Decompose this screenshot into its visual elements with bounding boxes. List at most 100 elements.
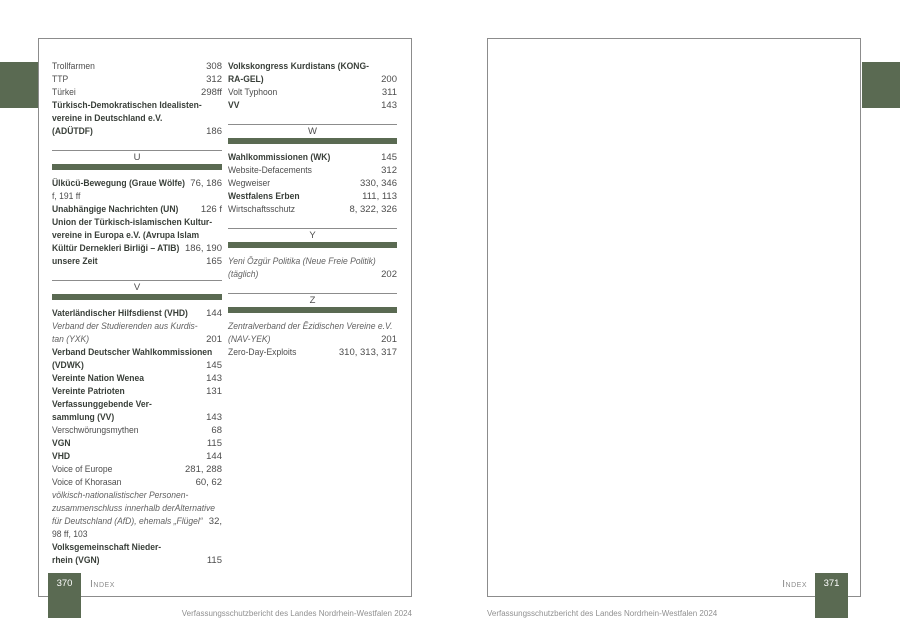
index-entry-line: völkisch-nationalistischer Personen- — [52, 489, 222, 502]
index-entry: Voice of Europe 281, 288 — [52, 463, 222, 476]
entry-page-numbers: 68 — [211, 425, 222, 436]
entry-text: Wegweiser — [228, 178, 271, 189]
index-entry-line: Türkei 298ff — [52, 86, 222, 99]
entry-page-numbers: 144 — [206, 308, 222, 319]
index-entry-line: Volt Typhoon 311 — [228, 86, 397, 99]
left-edge-chapter-tab — [0, 62, 38, 108]
left-page-number: 370 — [56, 578, 73, 589]
index-entry-line: (ADÜTDF) 186 — [52, 125, 222, 138]
index-entry: Yeni Özgür Politika (Neue Freie Politik)… — [228, 255, 397, 281]
index-entry-line: Westfalens Erben 111, 113 — [228, 190, 397, 203]
entry-text: Zentralverband der Êzidischen Vereine e.… — [228, 321, 393, 332]
index-entry-line: (NAV-YEK) 201 — [228, 333, 397, 346]
index-entry-line: Voice of Europe 281, 288 — [52, 463, 222, 476]
index-entry-line: Yeni Özgür Politika (Neue Freie Politik) — [228, 255, 397, 268]
index-entry-line: Verband der Studierenden aus Kurdis- — [52, 320, 222, 333]
entry-text: Türkei — [52, 87, 76, 98]
section-accent-bar — [228, 242, 397, 248]
index-entry-line: rhein (VGN) 115 — [52, 554, 222, 567]
entry-text: Verfassunggebende Ver- — [52, 399, 152, 410]
entry-page-numbers: 186, 190 — [185, 243, 222, 254]
left-index-running-head: Index — [90, 578, 115, 590]
index-entry: Verschwörungsmythen 68 — [52, 424, 222, 437]
index-entry: Zentralverband der Êzidischen Vereine e.… — [228, 320, 397, 346]
entry-text: Kültür Dernekleri Birliği – ATIB) — [52, 243, 180, 254]
index-entry-line: sammlung (VV) 143 — [52, 411, 222, 424]
entry-text: vereine in Europa e.V. (Avrupa Islam — [52, 230, 200, 241]
entry-page-numbers: 145 — [206, 360, 222, 371]
entry-text: Yeni Özgür Politika (Neue Freie Politik) — [228, 256, 376, 267]
right-index-running-head: Index — [782, 578, 807, 590]
entry-text: Ülkücü-Bewegung (Graue Wölfe) — [52, 178, 186, 189]
right-page-number: 371 — [823, 578, 840, 589]
section-accent-bar — [228, 307, 397, 313]
index-column-right: Volkskongress Kurdistans (KONG- RA-GEL) 20… — [228, 60, 397, 359]
index-entry: VHD 144 — [52, 450, 222, 463]
entry-page-numbers: 126 f — [200, 204, 222, 215]
index-entry-line: Volksgemeinschaft Nieder- — [52, 541, 222, 554]
index-entry: Zero-Day-Exploits 310, 313, 317 — [228, 346, 397, 359]
entry-text: VHD — [52, 451, 71, 462]
entry-page-numbers: 202 — [381, 269, 397, 280]
index-entry-line: Verband Deutscher Wahlkommissionen — [52, 346, 222, 359]
index-section-Y: Y — [228, 228, 397, 248]
left-page-footer-imprint: Verfassungsschutzbericht des Landes Nord… — [181, 609, 412, 618]
entry-text: Vereinte Patrioten — [52, 386, 125, 397]
index-entry-line: Vaterländischer Hilfsdienst (VHD) 144 — [52, 307, 222, 320]
entry-text: tan (YXK) — [52, 334, 90, 345]
index-entry-line: Verschwörungsmythen 68 — [52, 424, 222, 437]
entry-text: (täglich) — [228, 269, 259, 280]
index-entry-line: Union der Türkisch-islamischen Kultur- — [52, 216, 222, 229]
index-entry: Westfalens Erben 111, 113 — [228, 190, 397, 203]
entry-page-numbers: 115 — [206, 555, 222, 566]
index-entry-line: f, 191 ff — [52, 190, 222, 203]
index-entry-line: VGN 115 — [52, 437, 222, 450]
entry-page-numbers: 312 — [206, 74, 222, 85]
index-entry: Verband Deutscher Wahlkommissionen (VDWK)… — [52, 346, 222, 372]
index-entry: Wegweiser 330, 346 — [228, 177, 397, 190]
index-entry: Ülkücü-Bewegung (Graue Wölfe) 76, 186 f, 1… — [52, 177, 222, 203]
index-entry: VGN 115 — [52, 437, 222, 450]
entry-text: Vaterländischer Hilfsdienst (VHD) — [52, 308, 188, 319]
index-entry-line: Website-Defacements 312 — [228, 164, 397, 177]
entry-page-numbers: 32, — [208, 516, 222, 527]
index-entry: Verband der Studierenden aus Kurdis-tan … — [52, 320, 222, 346]
entry-text: (ADÜTDF) — [52, 126, 93, 137]
index-entry-line: (täglich) 202 — [228, 268, 397, 281]
index-entry-line: Zero-Day-Exploits 310, 313, 317 — [228, 346, 397, 359]
entry-page-numbers: 308 — [206, 61, 222, 72]
index-entry: TTP 312 — [52, 73, 222, 86]
entry-text: rhein (VGN) — [52, 555, 100, 566]
index-entry-line: unsere Zeit 165 — [52, 255, 222, 268]
index-entry: Vereinte Patrioten 131 — [52, 385, 222, 398]
entry-text: für Deutschland (AfD), ehemals „Flügel“ — [52, 516, 203, 527]
entry-page-numbers: 298ff — [201, 87, 222, 98]
left-page-number-box: 370 — [48, 573, 81, 618]
section-letter: W — [308, 126, 317, 137]
entry-page-numbers: 312 — [381, 165, 397, 176]
index-entry: Volkskongress Kurdistans (KONG- RA-GEL) 20… — [228, 60, 397, 86]
section-divider-line — [228, 293, 397, 294]
entry-page-numbers: 311 — [381, 87, 397, 98]
index-entry: Wahlkommissionen (WK) 145 — [228, 151, 397, 164]
index-entry: Union der Türkisch-islamischen Kultur-ve… — [52, 216, 222, 255]
index-entry: Unabhängige Nachrichten (UN) 126 f — [52, 203, 222, 216]
index-entry: Vaterländischer Hilfsdienst (VHD) 144 — [52, 307, 222, 320]
entry-text: Wahlkommissionen (WK) — [228, 152, 331, 163]
entry-text: 98 ff, 103 — [52, 529, 88, 540]
entry-text: Voice of Europe — [52, 464, 113, 475]
entry-page-numbers: 115 — [206, 438, 222, 449]
entry-page-numbers: 145 — [381, 152, 397, 163]
index-entry-line: (VDWK) 145 — [52, 359, 222, 372]
index-entry: Website-Defacements 312 — [228, 164, 397, 177]
entry-page-numbers: 131 — [206, 386, 222, 397]
section-letter: Z — [309, 295, 316, 306]
index-entry-line: Kültür Dernekleri Birliği – ATIB) 186, 19… — [52, 242, 222, 255]
entry-page-numbers: 143 — [381, 100, 397, 111]
entry-text: vereine in Deutschland e.V. — [52, 113, 163, 124]
entry-page-numbers: 8, 322, 326 — [349, 204, 397, 215]
index-entry-line: Wirtschaftsschutz 8, 322, 326 — [228, 203, 397, 216]
index-entry-line: Unabhängige Nachrichten (UN) 126 f — [52, 203, 222, 216]
index-entry-line: zusammenschluss innerhalb derAlternative — [52, 502, 222, 515]
entry-page-numbers: 186 — [206, 126, 222, 137]
